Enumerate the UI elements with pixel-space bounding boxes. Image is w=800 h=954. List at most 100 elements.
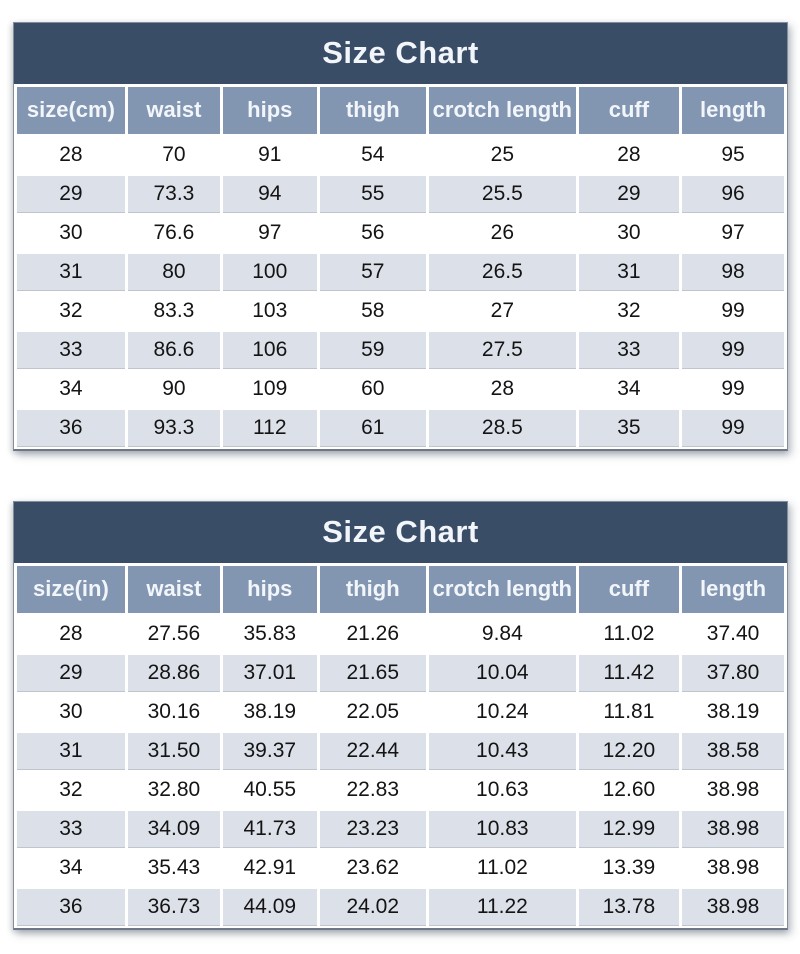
table-cell: 26	[428, 215, 576, 251]
table-cell: 35.83	[222, 616, 317, 652]
column-header: waist	[127, 566, 220, 613]
size-chart-title-in: Size Chart	[14, 502, 787, 563]
table-cell: 30.16	[127, 694, 220, 730]
table-cell: 28.5	[428, 410, 576, 446]
table-cell: 96	[682, 176, 784, 212]
table-cell: 32	[17, 772, 125, 808]
header-row: size(cm) waist hips thigh crotch length cuff l…	[17, 87, 784, 134]
column-header: thigh	[319, 566, 426, 613]
size-table-body-in: 28 27.56 35.83 21.26 9.84 11.02 37.40 29 28.86 37…	[17, 616, 784, 925]
table-cell: 12.20	[578, 733, 680, 769]
table-cell: 99	[682, 410, 784, 446]
table-cell: 32.80	[127, 772, 220, 808]
table-cell: 34.09	[127, 811, 220, 847]
table-cell: 10.43	[428, 733, 576, 769]
table-cell: 70	[127, 137, 220, 173]
table-cell: 38.98	[682, 772, 784, 808]
table-cell: 30	[17, 694, 125, 730]
table-cell: 23.62	[319, 850, 426, 886]
table-cell: 38.98	[682, 889, 784, 925]
table-row: 36 93.3 112 61 28.5 35 99	[17, 410, 784, 446]
table-cell: 95	[682, 137, 784, 173]
size-table-in: size(in) waist hips thigh crotch length cuff l…	[14, 563, 787, 928]
column-header: size(cm)	[17, 87, 125, 134]
table-cell: 21.26	[319, 616, 426, 652]
column-header: hips	[222, 87, 317, 134]
table-cell: 31	[578, 254, 680, 290]
table-row: 32 83.3 103 58 27 32 99	[17, 293, 784, 329]
table-cell: 37.40	[682, 616, 784, 652]
table-cell: 36	[17, 410, 125, 446]
table-cell: 37.01	[222, 655, 317, 691]
table-cell: 28	[17, 616, 125, 652]
table-cell: 35.43	[127, 850, 220, 886]
table-cell: 100	[222, 254, 317, 290]
table-cell: 54	[319, 137, 426, 173]
column-header: size(in)	[17, 566, 125, 613]
table-row: 34 90 109 60 28 34 99	[17, 371, 784, 407]
size-table-cm: size(cm) waist hips thigh crotch length cuff l…	[14, 84, 787, 449]
table-cell: 34	[17, 850, 125, 886]
table-cell: 57	[319, 254, 426, 290]
table-cell: 31.50	[127, 733, 220, 769]
table-cell: 56	[319, 215, 426, 251]
table-cell: 97	[222, 215, 317, 251]
column-header: crotch length	[428, 87, 576, 134]
table-row: 30 76.6 97 56 26 30 97	[17, 215, 784, 251]
table-row: 29 73.3 94 55 25.5 29 96	[17, 176, 784, 212]
table-cell: 11.42	[578, 655, 680, 691]
table-cell: 97	[682, 215, 784, 251]
table-cell: 10.63	[428, 772, 576, 808]
table-cell: 9.84	[428, 616, 576, 652]
column-header: waist	[127, 87, 220, 134]
column-header: cuff	[578, 566, 680, 613]
table-cell: 83.3	[127, 293, 220, 329]
table-cell: 30	[578, 215, 680, 251]
table-row: 28 27.56 35.83 21.26 9.84 11.02 37.40	[17, 616, 784, 652]
size-table-head-in: size(in) waist hips thigh crotch length cuff l…	[17, 566, 784, 613]
column-header: cuff	[578, 87, 680, 134]
table-cell: 11.22	[428, 889, 576, 925]
table-cell: 38.98	[682, 850, 784, 886]
table-cell: 13.39	[578, 850, 680, 886]
table-cell: 11.02	[428, 850, 576, 886]
table-cell: 38.19	[222, 694, 317, 730]
table-cell: 24.02	[319, 889, 426, 925]
table-cell: 90	[127, 371, 220, 407]
table-cell: 98	[682, 254, 784, 290]
table-cell: 32	[17, 293, 125, 329]
table-cell: 99	[682, 293, 784, 329]
table-cell: 38.98	[682, 811, 784, 847]
table-cell: 44.09	[222, 889, 317, 925]
table-row: 33 34.09 41.73 23.23 10.83 12.99 38.98	[17, 811, 784, 847]
table-cell: 34	[578, 371, 680, 407]
table-cell: 93.3	[127, 410, 220, 446]
table-cell: 94	[222, 176, 317, 212]
table-row: 33 86.6 106 59 27.5 33 99	[17, 332, 784, 368]
table-cell: 76.6	[127, 215, 220, 251]
table-cell: 32	[578, 293, 680, 329]
table-cell: 25.5	[428, 176, 576, 212]
table-cell: 33	[17, 332, 125, 368]
table-row: 30 30.16 38.19 22.05 10.24 11.81 38.19	[17, 694, 784, 730]
table-cell: 26.5	[428, 254, 576, 290]
table-cell: 39.37	[222, 733, 317, 769]
table-cell: 10.83	[428, 811, 576, 847]
column-header: length	[682, 87, 784, 134]
table-row: 29 28.86 37.01 21.65 10.04 11.42 37.80	[17, 655, 784, 691]
table-cell: 25	[428, 137, 576, 173]
table-cell: 23.23	[319, 811, 426, 847]
column-header: length	[682, 566, 784, 613]
table-cell: 13.78	[578, 889, 680, 925]
table-cell: 21.65	[319, 655, 426, 691]
table-row: 31 31.50 39.37 22.44 10.43 12.20 38.58	[17, 733, 784, 769]
table-cell: 28	[578, 137, 680, 173]
table-cell: 41.73	[222, 811, 317, 847]
column-header: crotch length	[428, 566, 576, 613]
table-cell: 12.60	[578, 772, 680, 808]
table-cell: 38.58	[682, 733, 784, 769]
table-cell: 36	[17, 889, 125, 925]
table-cell: 59	[319, 332, 426, 368]
table-cell: 112	[222, 410, 317, 446]
